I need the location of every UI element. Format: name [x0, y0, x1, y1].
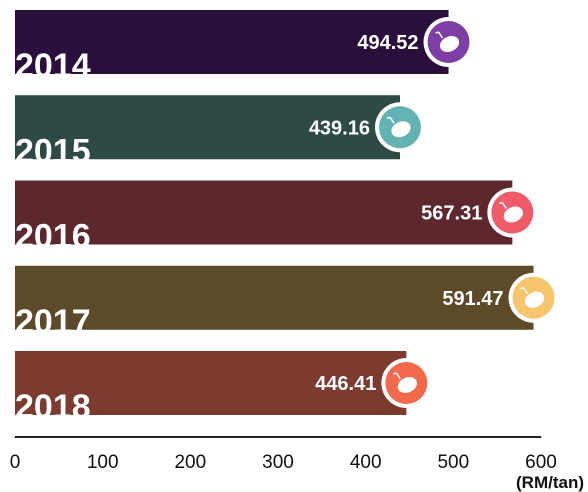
marker-icon	[391, 121, 411, 138]
value-label: 439.16	[309, 117, 370, 139]
value-label: 567.31	[421, 203, 482, 225]
x-tick-label: 0	[10, 452, 21, 473]
x-tick-label: 200	[174, 452, 206, 473]
category-label: 2018	[15, 388, 91, 426]
value-label: 591.47	[442, 288, 503, 310]
bar	[15, 351, 407, 415]
x-tick-label: 600	[525, 452, 557, 473]
x-tick-label: 300	[262, 452, 294, 473]
category-label: 2015	[15, 132, 91, 170]
marker-icon-stem	[499, 201, 507, 209]
marker-icon	[439, 35, 460, 53]
x-tick-label: 500	[437, 452, 469, 473]
value-label: 446.41	[315, 373, 376, 395]
bar	[15, 180, 513, 245]
marker-icon-stem	[393, 372, 401, 380]
category-label: 2016	[15, 218, 91, 256]
marker-icon	[503, 206, 523, 223]
marker-icon-stem	[386, 116, 395, 124]
marker-icon	[524, 291, 545, 308]
x-tick-label: 100	[87, 452, 119, 473]
category-label: 2017	[15, 303, 91, 341]
category-label: 2014	[15, 47, 91, 85]
marker-icon-stem	[520, 287, 529, 295]
bar	[15, 95, 400, 160]
bar	[15, 10, 449, 74]
bar	[15, 265, 534, 330]
x-axis-label: (RM/tan)	[516, 473, 584, 492]
marker-icon-stem	[435, 31, 444, 39]
value-label: 494.52	[357, 32, 418, 54]
marker-icon	[397, 376, 417, 394]
x-tick-label: 400	[350, 452, 382, 473]
